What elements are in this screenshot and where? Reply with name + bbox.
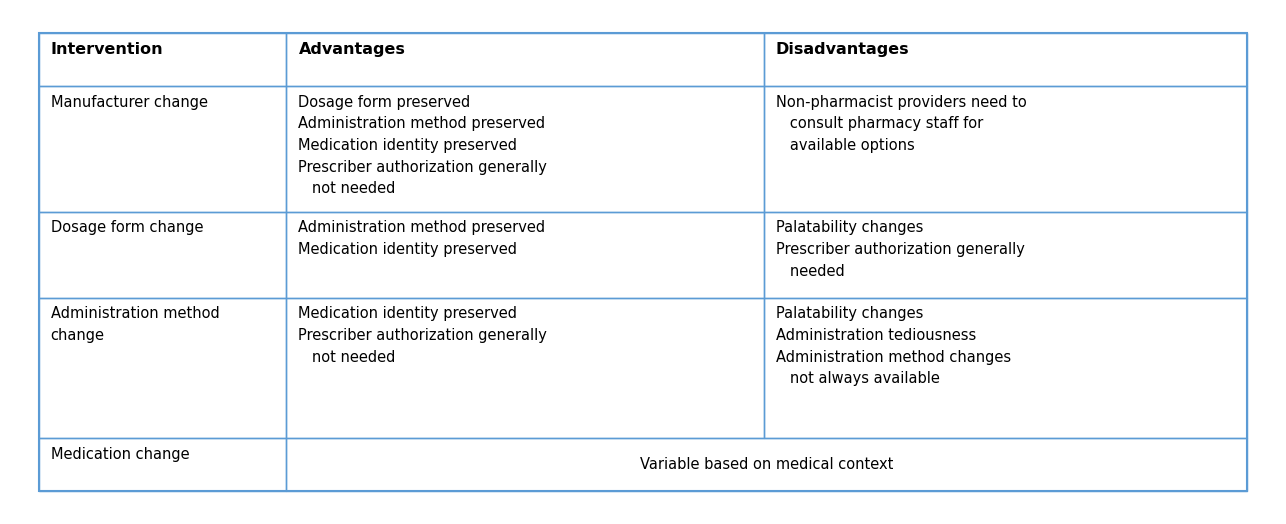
Text: Variable based on medical context: Variable based on medical context: [640, 457, 894, 472]
Bar: [39, 298, 287, 438]
Text: Advantages: Advantages: [298, 42, 405, 57]
Bar: [39, 212, 287, 298]
Bar: [39, 86, 287, 212]
Text: Dosage form preserved
Administration method preserved
Medication identity preser: Dosage form preserved Administration met…: [298, 95, 548, 196]
Bar: [39, 34, 287, 86]
Bar: [764, 298, 1247, 438]
Bar: [287, 86, 764, 212]
Bar: [287, 34, 764, 86]
Bar: [764, 34, 1247, 86]
Bar: [764, 212, 1247, 298]
Text: Administration method
change: Administration method change: [50, 307, 220, 343]
Text: Medication change: Medication change: [50, 446, 189, 462]
Text: Manufacturer change: Manufacturer change: [50, 95, 207, 110]
Text: Disadvantages: Disadvantages: [775, 42, 909, 57]
Text: Palatability changes
Prescriber authorization generally
   needed: Palatability changes Prescriber authoriz…: [775, 220, 1025, 279]
Text: Dosage form change: Dosage form change: [50, 220, 203, 235]
Bar: [287, 298, 764, 438]
Bar: [287, 212, 764, 298]
Text: Intervention: Intervention: [50, 42, 163, 57]
Text: Administration method preserved
Medication identity preserved: Administration method preserved Medicati…: [298, 220, 545, 257]
Bar: [287, 438, 1247, 490]
Bar: [764, 86, 1247, 212]
Bar: [39, 438, 287, 490]
Text: Medication identity preserved
Prescriber authorization generally
   not needed: Medication identity preserved Prescriber…: [298, 307, 548, 365]
Text: Palatability changes
Administration tediousness
Administration method changes
  : Palatability changes Administration tedi…: [775, 307, 1011, 386]
Text: Non-pharmacist providers need to
   consult pharmacy staff for
   available opti: Non-pharmacist providers need to consult…: [775, 95, 1026, 153]
